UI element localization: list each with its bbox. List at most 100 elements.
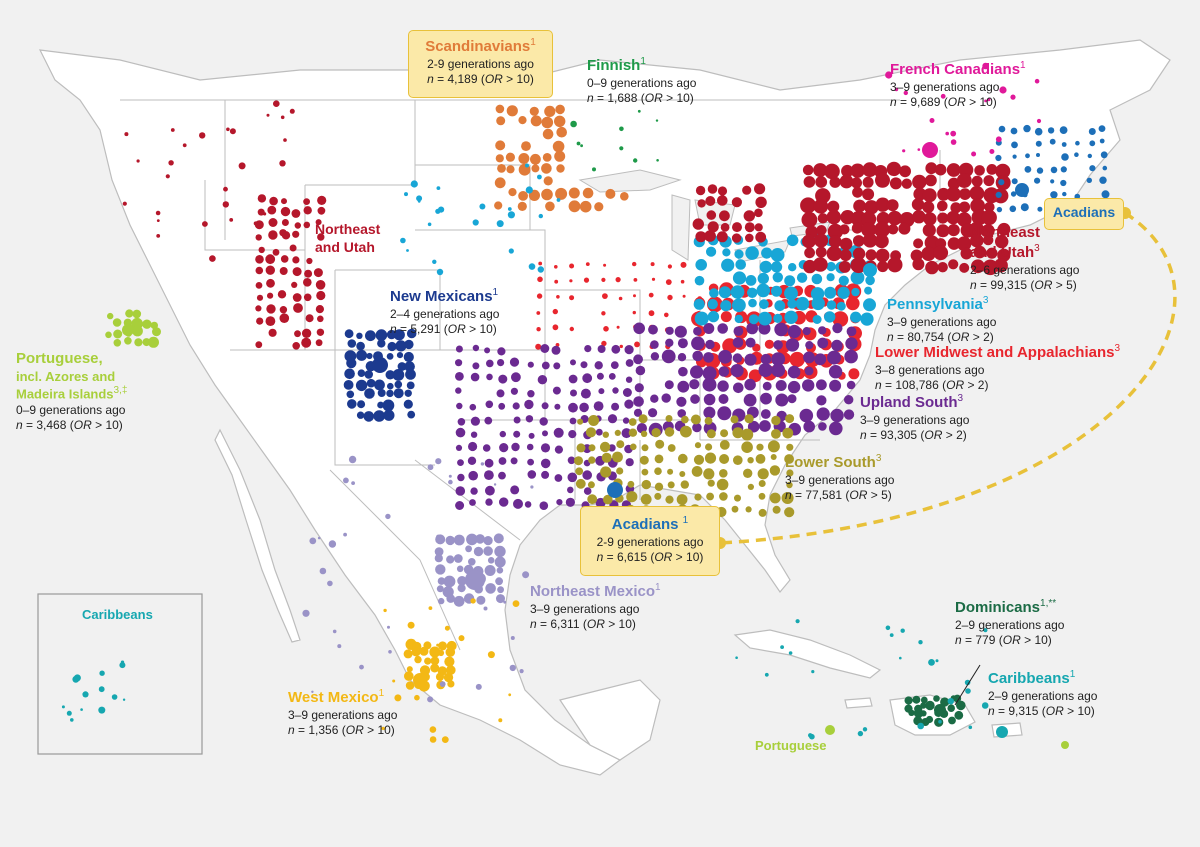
- new_mexicans-dot: [405, 369, 416, 380]
- new_mexicans-dot: [366, 352, 373, 360]
- northeast_utah-dot: [124, 132, 129, 137]
- pennsylvania-dot: [410, 180, 418, 188]
- caribbeans-dot: [981, 702, 989, 709]
- pennsylvania-dot: [427, 222, 432, 227]
- northeast_utah-dot: [934, 163, 947, 176]
- french_canadians-dot: [1010, 94, 1016, 100]
- upland_south-dot: [499, 497, 509, 507]
- lower_south-dot: [747, 483, 755, 490]
- northeast_utah-dot: [986, 247, 998, 259]
- northeast_utah-dot: [960, 247, 973, 260]
- new_mexicans-dot: [373, 410, 386, 422]
- acadians-dot: [1011, 178, 1018, 185]
- lower_south-dot: [655, 439, 665, 449]
- northeast_mexico-dot: [493, 483, 497, 486]
- acadians-dot: [995, 154, 1002, 162]
- northeast_utah-dot: [315, 339, 323, 347]
- northeast_mexico-dot: [348, 455, 357, 464]
- northeast_utah-dot: [981, 209, 997, 226]
- lower_south-dot: [771, 429, 781, 439]
- northeast_mexico-dot: [359, 664, 364, 670]
- lower_south-dot: [654, 492, 662, 500]
- northeast_mexico-dot: [483, 546, 493, 556]
- pennsylvania-dot: [771, 261, 783, 273]
- upland_south-dot: [771, 352, 786, 366]
- northeast_utah-dot: [199, 132, 206, 139]
- acadians-dot: [1025, 153, 1030, 159]
- pennsylvania-dot: [508, 248, 514, 254]
- caribbeans-dot: [918, 640, 923, 645]
- upland_south-dot: [611, 344, 621, 354]
- new_mexicans-dot: [364, 388, 375, 399]
- lower_south-dot: [603, 494, 613, 505]
- upland_south-dot: [485, 498, 493, 506]
- northeast_utah-dot: [305, 314, 314, 323]
- northeast_utah-dot: [317, 195, 327, 205]
- pennsylvania-dot: [400, 237, 406, 244]
- lower_midwest-dot: [720, 311, 732, 323]
- west_mexico-dot: [404, 671, 414, 681]
- upland_south-dot: [612, 387, 619, 394]
- upland_south-dot: [846, 380, 856, 390]
- northeast_utah-dot: [719, 210, 730, 222]
- lower_midwest-dot: [764, 339, 775, 349]
- northeast_utah-dot: [315, 280, 326, 290]
- upland_south-dot: [455, 345, 463, 353]
- portuguese-label: Portuguese, incl. Azores and Madeira Isl…: [16, 350, 128, 432]
- portuguese-dot: [142, 319, 152, 329]
- lower_south-dot: [654, 482, 664, 491]
- upland_south-dot: [472, 362, 480, 370]
- upland_south-dot: [497, 347, 506, 356]
- dominicans-dot: [948, 716, 956, 725]
- finnish-label: Finnish1 0–9 generations ago n = 1,688 (…: [587, 56, 697, 105]
- pennsylvania-dot: [812, 315, 822, 324]
- upland_south-dot: [455, 372, 464, 381]
- caribbeans-dot: [900, 628, 905, 633]
- pennsylvania-dot: [826, 273, 835, 282]
- northeast_mexico-dot: [457, 584, 466, 593]
- west_mexico-dot: [441, 736, 449, 743]
- dominicans-dot: [940, 697, 950, 707]
- upland_south-dot: [830, 408, 844, 423]
- lower_south-dot: [681, 415, 689, 424]
- scandinavians-dot: [506, 165, 515, 174]
- upland_south-dot: [485, 485, 495, 496]
- northeast_utah-dot: [839, 174, 854, 189]
- lower_midwest-dot: [556, 295, 560, 299]
- northeast_utah-dot: [754, 208, 763, 218]
- acadians-dot: [1015, 183, 1029, 197]
- new_mexicans-dot: [386, 329, 397, 340]
- northeast_mexico-dot: [457, 576, 467, 586]
- northeast_utah-dot: [223, 186, 228, 192]
- pennsylvania-dot: [788, 263, 797, 272]
- lower_south-dot: [665, 495, 674, 504]
- scandinavians-dot: [497, 164, 506, 173]
- northeast_utah-dot: [937, 212, 949, 224]
- northeast_utah-dot: [269, 196, 278, 206]
- lower_south-dot: [719, 492, 728, 501]
- upland_south-dot: [758, 322, 771, 335]
- acadians-dot: [1010, 127, 1018, 135]
- northeast_utah-dot: [874, 221, 890, 238]
- northeast_utah-dot: [266, 113, 270, 117]
- northeast_utah-dot: [839, 249, 852, 262]
- northeast_mexico-dot: [435, 564, 446, 575]
- french_canadians-dot: [987, 98, 991, 102]
- lower_south-dot: [694, 493, 702, 501]
- caribbeans-dot: [99, 670, 105, 676]
- lower_midwest-dot: [618, 296, 623, 301]
- lower_midwest-dot: [569, 279, 573, 283]
- northeast_mexico-dot: [453, 554, 463, 563]
- lower_south-dot: [772, 505, 781, 514]
- scandinavians-dot: [568, 187, 580, 199]
- west_mexico-dot: [414, 655, 422, 664]
- northeast_utah-dot: [887, 210, 902, 226]
- french_canadians-dot: [999, 86, 1007, 94]
- french_canadians-dot: [917, 148, 921, 151]
- northeast_utah-dot: [717, 186, 728, 196]
- northeast_utah-dot: [280, 206, 291, 217]
- acadians-dot: [1034, 127, 1043, 136]
- scandinavians-dot: [508, 188, 517, 197]
- pennsylvania-dot: [850, 311, 862, 323]
- scandinavians-dot: [530, 115, 542, 127]
